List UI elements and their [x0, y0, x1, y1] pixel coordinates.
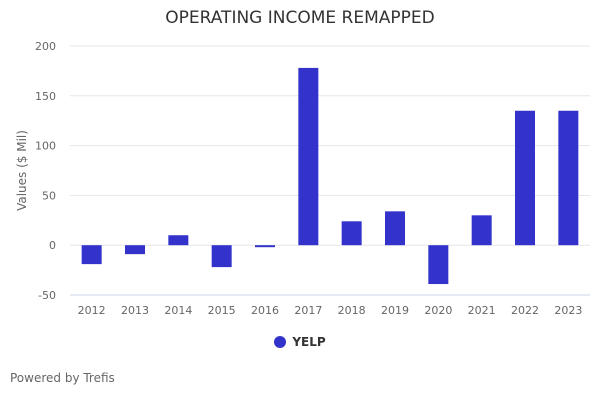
x-tick-label: 2021	[468, 304, 496, 317]
credit-text: Powered by Trefis	[10, 371, 115, 385]
x-tick-label: 2014	[164, 304, 192, 317]
x-tick-label: 2017	[294, 304, 322, 317]
bar	[341, 221, 362, 246]
y-tick-label: 150	[35, 90, 56, 103]
bar	[81, 245, 102, 265]
x-tick-label: 2016	[251, 304, 279, 317]
legend-label: YELP	[292, 335, 326, 349]
x-tick-label: 2020	[424, 304, 452, 317]
y-axis-label: Values ($ Mil)	[15, 130, 29, 211]
bar	[471, 215, 492, 246]
bar	[558, 110, 579, 246]
x-tick-label: 2023	[554, 304, 582, 317]
x-tick-label: 2022	[511, 304, 539, 317]
x-tick-label: 2019	[381, 304, 409, 317]
bar	[168, 235, 189, 246]
x-tick-label: 2012	[78, 304, 106, 317]
y-tick-label: 200	[35, 40, 56, 53]
chart-title: OPERATING INCOME REMAPPED	[165, 8, 435, 28]
y-tick-label: 0	[49, 239, 56, 252]
bar	[298, 67, 319, 246]
legend-marker	[274, 336, 287, 348]
bar	[428, 245, 449, 285]
x-tick-label: 2013	[121, 304, 149, 317]
legend[interactable]: YELP	[0, 335, 600, 349]
bar	[515, 110, 535, 246]
x-tick-label: 2015	[208, 304, 236, 317]
bar	[385, 211, 405, 246]
bar-chart: -50 0 50 100 150 200 Values ($ Mil) 2012 2013 201…	[15, 40, 590, 317]
bar	[255, 245, 275, 248]
y-tick-label: -50	[38, 289, 56, 302]
bar	[125, 245, 145, 255]
y-tick-label: 100	[35, 140, 56, 153]
bar	[211, 245, 232, 268]
x-tick-label: 2018	[338, 304, 366, 317]
y-tick-label: 50	[42, 189, 56, 202]
